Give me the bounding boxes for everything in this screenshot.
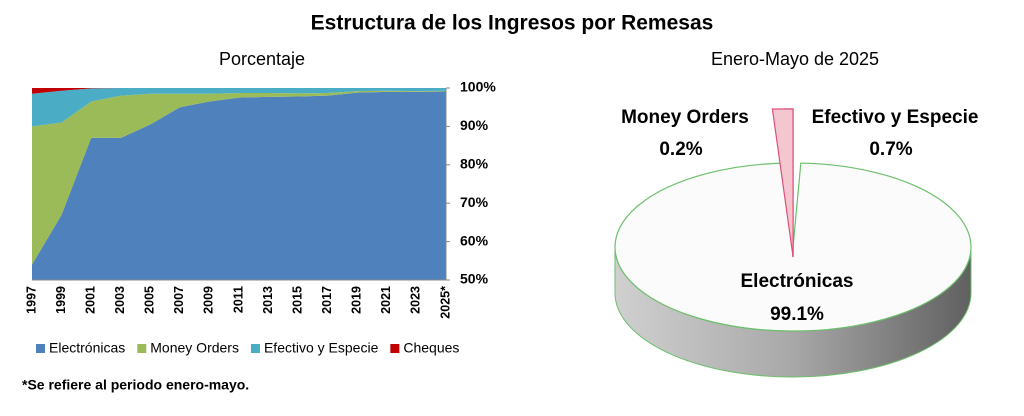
y-tick-label: 60% (460, 232, 489, 248)
x-tick-label: 2025* (438, 286, 452, 319)
area-series (32, 88, 446, 127)
slice-value-label: 99.1% (770, 304, 824, 325)
x-tick-label: 2003 (113, 286, 127, 314)
legend-swatch (250, 344, 260, 353)
x-tick-label: 2021 (379, 286, 393, 314)
x-tick-label: 2017 (320, 286, 334, 314)
x-tick-label: 2013 (261, 286, 275, 314)
legend-label: Efectivo y Especie (264, 340, 379, 356)
legend-label: Cheques (403, 340, 459, 356)
x-tick-label: 2023 (409, 286, 423, 314)
y-tick-label: 100% (460, 79, 496, 95)
pie-slice (771, 108, 794, 258)
plot-area (32, 88, 446, 280)
area-series (32, 91, 446, 280)
chart-title: Enero-Mayo de 2025 (711, 49, 879, 69)
y-tick-label: 90% (460, 117, 489, 133)
x-tick-label: 1999 (54, 286, 68, 314)
x-tick-label: 2011 (231, 286, 245, 313)
slice-value-label: 0.7% (869, 139, 912, 160)
x-tick-label: 2005 (143, 286, 157, 314)
x-tick-label: 2015 (290, 286, 304, 314)
footnote: *Se refiere al periodo enero-mayo. (22, 377, 249, 393)
y-tick-label: 50% (460, 271, 489, 287)
main-title: Estructura de los Ingresos por Remesas (311, 12, 714, 35)
slice-label: Efectivo y Especie (812, 107, 979, 128)
chart-title: Porcentaje (219, 49, 305, 69)
legend-label: Electrónicas (49, 340, 125, 356)
slice-label: Money Orders (621, 107, 749, 128)
x-tick-label: 1997 (24, 286, 38, 314)
slice-value-label: 0.2% (659, 139, 702, 160)
y-tick-label: 70% (460, 194, 489, 210)
legend-label: Money Orders (150, 340, 239, 356)
legend-swatch (36, 344, 45, 353)
x-tick-label: 2001 (83, 286, 97, 314)
area-series (32, 88, 446, 94)
slice-label: Electrónicas (741, 271, 854, 292)
x-tick-label: 2009 (202, 286, 216, 314)
x-tick-label: 2019 (350, 286, 364, 314)
legend-swatch (390, 344, 400, 353)
x-tick-label: 2007 (172, 286, 186, 314)
legend-swatch (137, 344, 147, 353)
y-tick-label: 80% (460, 156, 489, 172)
